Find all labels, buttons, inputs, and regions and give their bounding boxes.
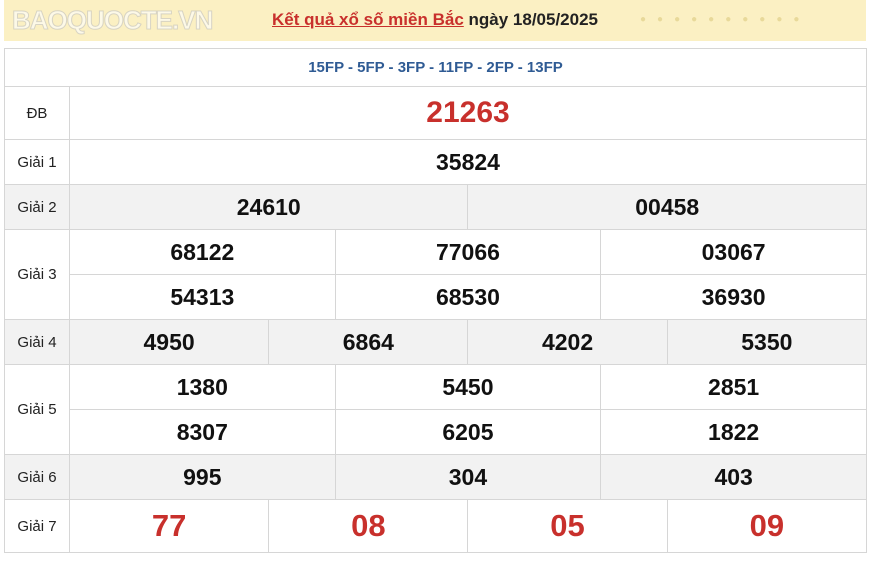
prize-number: 54313 <box>69 274 336 320</box>
row-db: ĐB 21263 <box>4 86 867 140</box>
row-g4: Giải 4 4950 6864 4202 5350 <box>4 319 868 365</box>
results-table: 15FP - 5FP - 3FP - 11FP - 2FP - 13FP ĐB 2… <box>4 48 868 553</box>
special-codes: 15FP - 5FP - 3FP - 11FP - 2FP - 13FP <box>4 48 867 87</box>
prize-number: 8307 <box>69 409 336 455</box>
prize-number: 2851 <box>600 364 867 410</box>
prize-number: 4950 <box>68 319 270 365</box>
prize-number: 35824 <box>69 139 867 185</box>
prize-number: 09 <box>666 499 868 553</box>
prize-number: 1822 <box>600 409 867 455</box>
prize-number: 6864 <box>268 319 469 365</box>
prize-number: 00458 <box>467 184 867 230</box>
results-date: ngày 18/05/2025 <box>468 10 598 29</box>
row-g7: Giải 7 77 08 05 09 <box>4 499 868 553</box>
watermark: BAOQUOCTE.VN <box>11 5 213 36</box>
prize-label: Giải 5 <box>4 364 70 455</box>
prize-number: 1380 <box>69 364 336 410</box>
prize-number: 68530 <box>334 274 602 320</box>
prize-label: Giải 7 <box>4 499 70 553</box>
decorative-dots: ●●●●●●●●●● <box>640 14 811 25</box>
prize-label: Giải 2 <box>4 184 70 230</box>
results-title-link[interactable]: Kết quả xổ số miền Bắc <box>272 10 464 29</box>
prize-number: 05 <box>467 499 668 553</box>
prize-label: ĐB <box>4 86 70 140</box>
prize-number: 5350 <box>666 319 868 365</box>
row-g6: Giải 6 995 304 403 <box>4 454 867 500</box>
prize-number: 03067 <box>600 229 867 275</box>
prize-label: Giải 6 <box>4 454 70 500</box>
prize-number: 6205 <box>334 409 602 455</box>
prize-number: 77 <box>68 499 270 553</box>
special-prize-number: 21263 <box>69 86 867 140</box>
prize-label: Giải 4 <box>4 319 70 365</box>
prize-label: Giải 3 <box>4 229 70 320</box>
prize-number: 995 <box>69 454 336 500</box>
row-g5: Giải 5 1380 5450 2851 <box>4 364 867 455</box>
prize-number: 304 <box>334 454 602 500</box>
prize-number: 4202 <box>467 319 668 365</box>
prize-number: 24610 <box>68 184 469 230</box>
row-g1: Giải 1 35824 <box>4 139 867 185</box>
prize-number: 08 <box>268 499 469 553</box>
row-g2: Giải 2 24610 00458 <box>4 184 867 230</box>
page-header: Kết quả xổ số miền Bắc ngày 18/05/2025 <box>4 0 866 41</box>
prize-number: 77066 <box>334 229 602 275</box>
prize-number: 68122 <box>69 229 336 275</box>
prize-number: 5450 <box>334 364 602 410</box>
prize-label: Giải 1 <box>4 139 70 185</box>
row-g3: Giải 3 68122 77066 03067 <box>4 229 867 320</box>
prize-number: 36930 <box>600 274 867 320</box>
prize-number: 403 <box>600 454 867 500</box>
